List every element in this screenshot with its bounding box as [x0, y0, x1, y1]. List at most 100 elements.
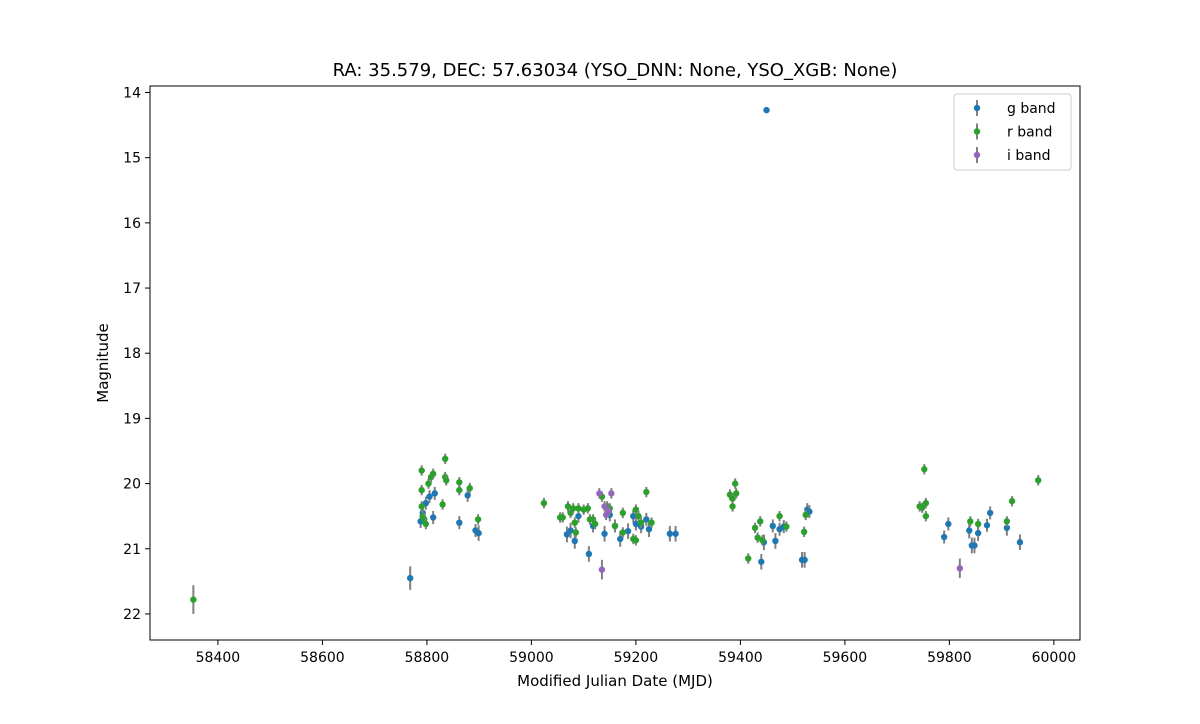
y-tick-label: 21 [123, 542, 141, 558]
x-tick-label: 59400 [718, 650, 763, 666]
data-point [585, 550, 593, 558]
data-point [441, 455, 449, 463]
data-point [422, 520, 430, 528]
data-point [591, 520, 599, 528]
data-point [731, 480, 739, 487]
data-point [637, 519, 645, 526]
y-tick-label: 18 [123, 346, 141, 362]
data-point [672, 530, 679, 537]
data-point [800, 528, 808, 536]
data-point [475, 529, 482, 537]
data-point [763, 106, 770, 114]
legend-label: i band [1007, 148, 1051, 164]
legend-label: g band [1007, 101, 1056, 117]
data-point [921, 466, 928, 473]
data-point [1003, 524, 1011, 532]
data-point [983, 522, 991, 529]
data-point [456, 519, 463, 526]
data-point [974, 529, 982, 537]
data-point [570, 505, 577, 512]
chart-title: RA: 35.579, DEC: 57.63034 (YSO_DNN: None… [333, 60, 898, 81]
data-point [608, 490, 615, 497]
y-tick-label: 15 [123, 151, 141, 167]
data-point [571, 537, 578, 545]
y-axis-ticks: 14 15 16 17 18 19 20 21 22 [123, 86, 150, 623]
data-point [772, 537, 779, 545]
legend-marker [973, 151, 981, 159]
data-point [986, 509, 994, 517]
data-point [783, 523, 790, 530]
x-tick-label: 58400 [196, 650, 241, 666]
data-point [1003, 518, 1011, 525]
data-point [584, 505, 592, 512]
data-point [1016, 539, 1024, 546]
y-tick-label: 14 [123, 86, 141, 102]
legend-marker [973, 128, 981, 135]
data-point [456, 479, 463, 486]
data-point [630, 512, 637, 520]
data-point [922, 512, 930, 520]
data-point [559, 514, 566, 521]
data-point [729, 503, 736, 510]
data-point [801, 556, 808, 564]
y-tick-label: 22 [123, 607, 141, 623]
data-point [474, 516, 482, 523]
data-point [1035, 477, 1042, 484]
data-point [605, 507, 612, 515]
x-tick-label: 58600 [300, 650, 345, 666]
data-point [733, 490, 740, 497]
data-point [619, 509, 627, 517]
data-point [919, 504, 926, 511]
data-point [429, 470, 437, 477]
data-point [598, 566, 606, 573]
data-point [729, 495, 736, 502]
series-r-band [190, 453, 1042, 614]
legend: g band r band i band [953, 93, 1072, 171]
data-point [575, 505, 582, 512]
data-point [624, 527, 632, 535]
data-point [751, 524, 759, 532]
data-point [643, 516, 650, 523]
data-point [575, 512, 582, 520]
data-point [611, 522, 619, 530]
data-point [632, 506, 640, 513]
data-point [567, 527, 574, 534]
data-point [564, 503, 572, 510]
data-point [645, 526, 653, 533]
data-point [418, 467, 425, 474]
plot-frame [149, 85, 1081, 641]
data-point [431, 490, 438, 497]
y-tick-label: 17 [123, 281, 141, 297]
data-point [406, 574, 414, 582]
data-point [757, 518, 764, 525]
x-axis-ticks: 58400 58600 58800 59000 59200 59400 59600 59800… [196, 640, 1077, 666]
data-point [632, 520, 640, 528]
data-point [429, 514, 437, 521]
x-tick-label: 58800 [405, 650, 450, 666]
series-i-band [596, 488, 964, 580]
data-point [769, 522, 776, 530]
data-point [617, 535, 624, 543]
x-tick-label: 59800 [927, 650, 972, 666]
data-point [572, 529, 580, 536]
data-point [745, 555, 752, 562]
data-point [540, 499, 548, 507]
data-point [596, 490, 603, 497]
data-point [802, 511, 809, 519]
data-point [666, 530, 674, 537]
data-point [966, 527, 973, 534]
y-axis-label: Magnitude [94, 323, 112, 402]
data-point [418, 503, 425, 510]
data-point [648, 519, 655, 526]
data-point [759, 537, 766, 544]
data-point [776, 512, 783, 520]
x-tick-label: 60000 [1032, 650, 1077, 666]
data-point [464, 492, 471, 499]
data-point [971, 542, 978, 549]
data-point [754, 534, 761, 541]
data-point [956, 565, 964, 572]
x-tick-label: 59600 [823, 650, 868, 666]
data-point [643, 488, 650, 496]
